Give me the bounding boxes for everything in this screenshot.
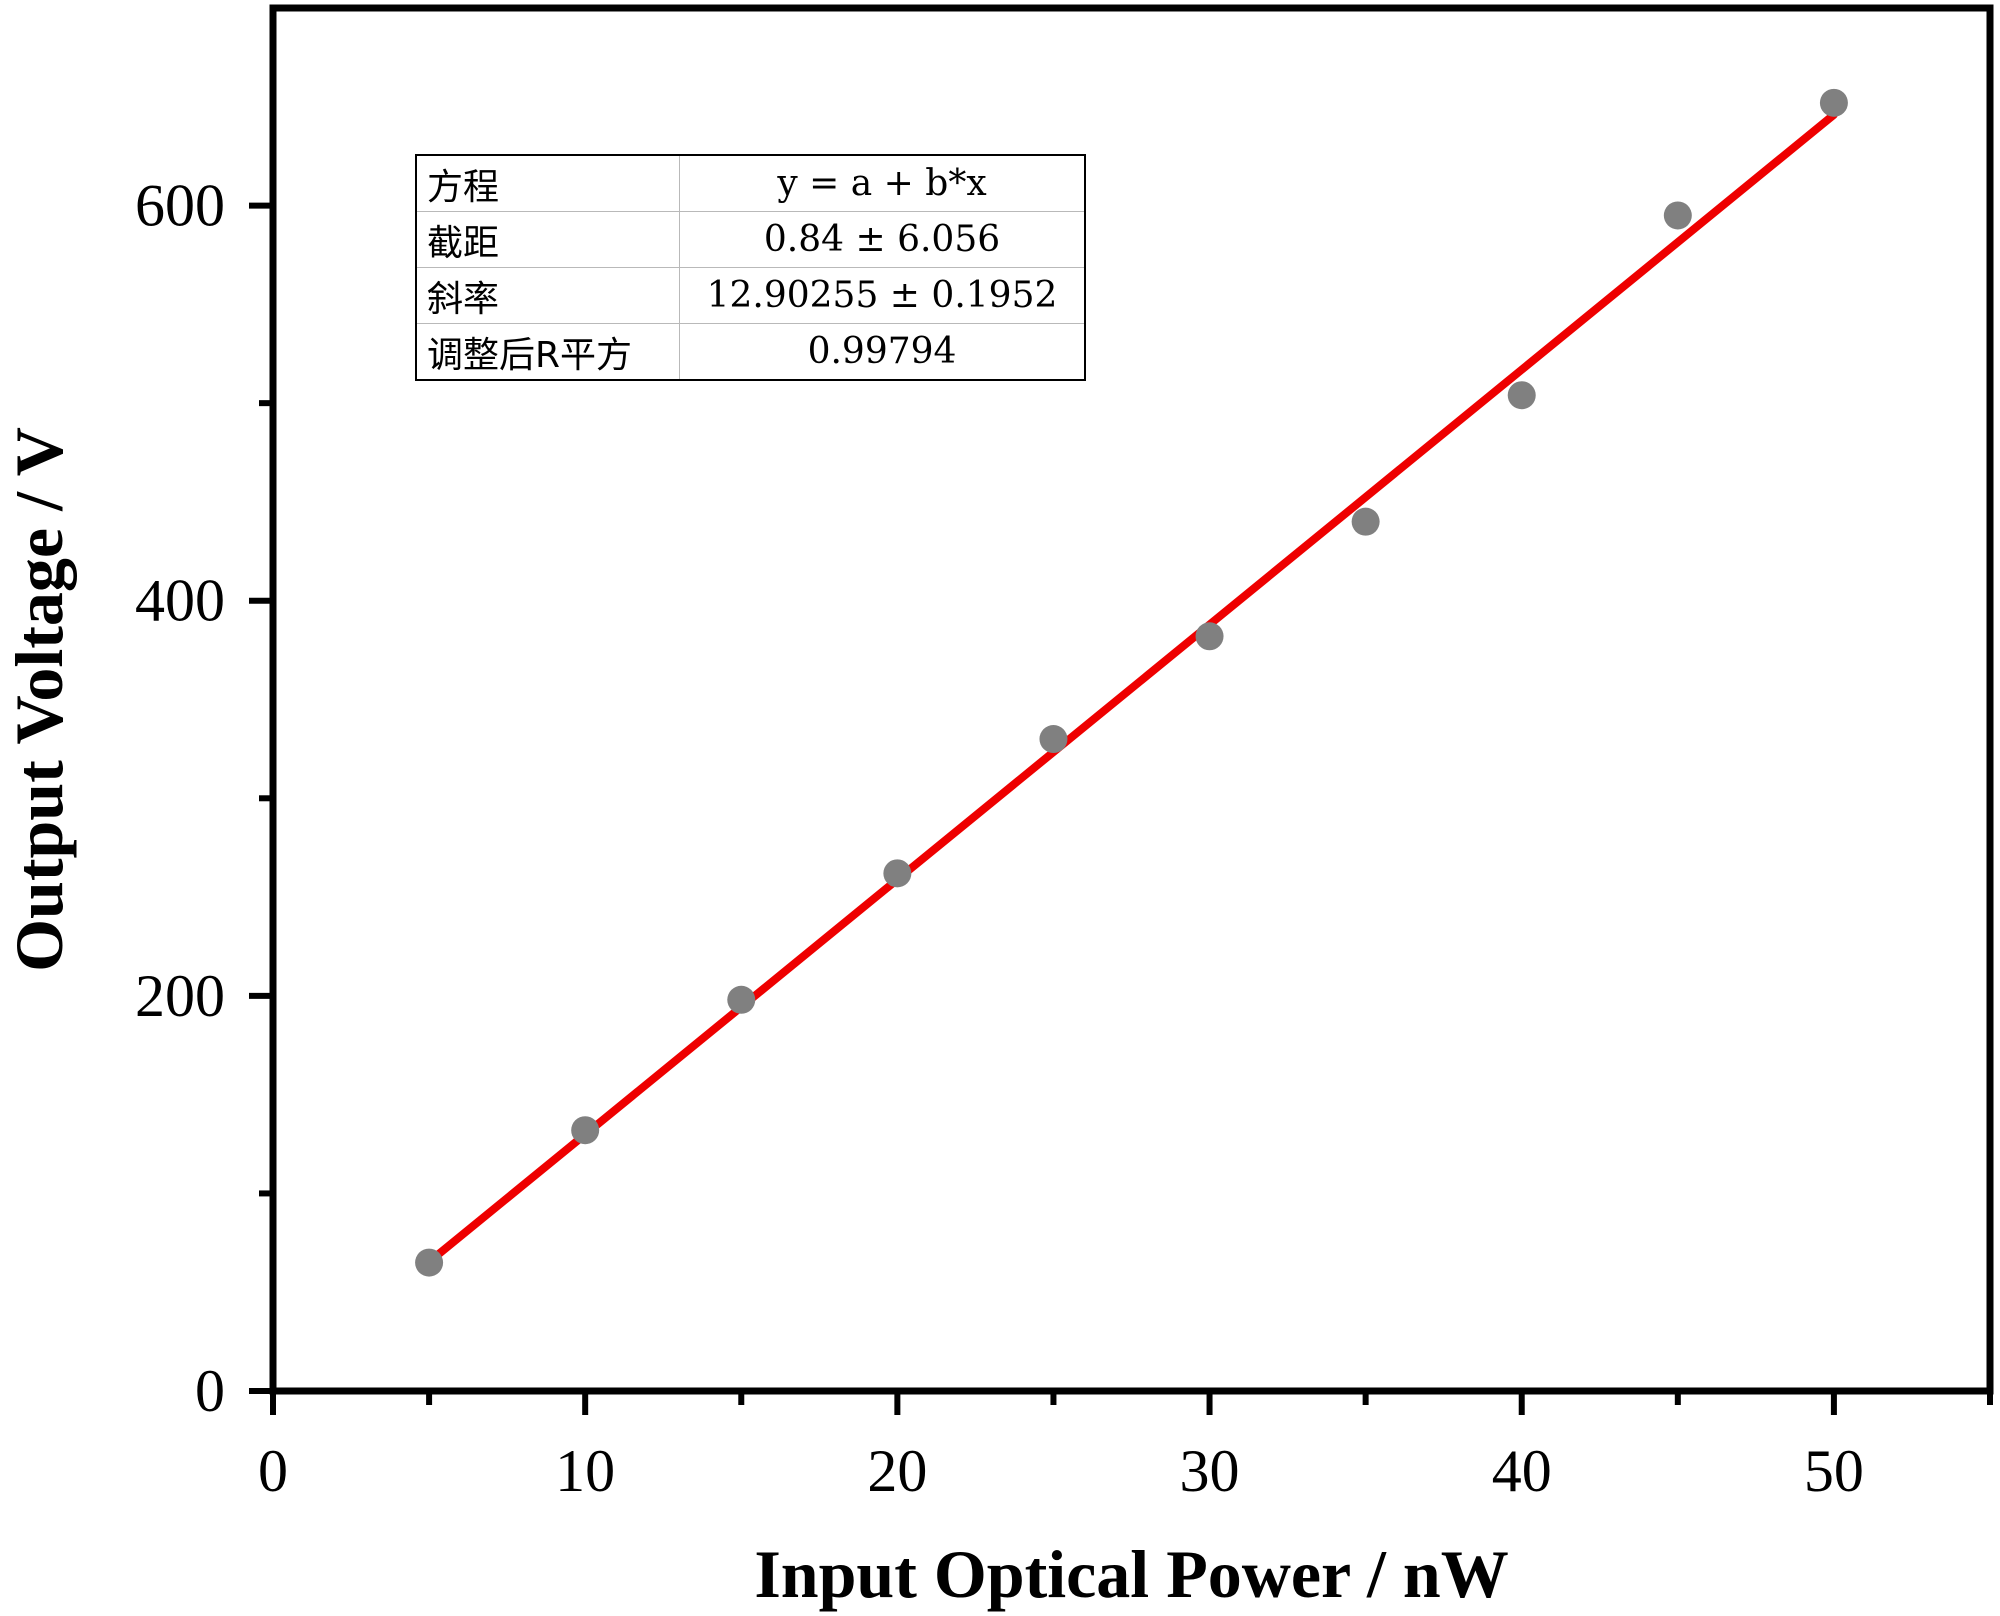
y-axis-title: Output Voltage / V [1, 427, 77, 972]
y-tick-label: 0 [195, 1358, 225, 1424]
row-value-adj-r-squared: 0.99794 [679, 323, 1086, 381]
row-label-slope: 斜率 [415, 267, 680, 324]
x-tick-label: 30 [1180, 1438, 1240, 1504]
x-tick-label: 40 [1492, 1438, 1552, 1504]
data-point [1819, 88, 1848, 117]
x-tick-label: 0 [258, 1438, 288, 1504]
table-row: 截距 0.84 ± 6.056 [415, 211, 1086, 268]
x-tick-label: 10 [555, 1438, 615, 1504]
table-row: 方程 y = a + b*x [415, 154, 1086, 212]
table-row: 斜率 12.90255 ± 0.1952 [415, 267, 1086, 324]
x-axis-title: Input Optical Power / nW [754, 1536, 1508, 1612]
fit-line [425, 110, 1838, 1266]
row-label-equation: 方程 [415, 154, 680, 212]
data-point [415, 1248, 444, 1277]
row-value-intercept: 0.84 ± 6.056 [679, 211, 1086, 268]
x-tick-label: 20 [867, 1438, 927, 1504]
y-tick-label: 600 [135, 173, 225, 239]
row-value-slope: 12.90255 ± 0.1952 [679, 267, 1086, 324]
x-tick-label: 50 [1804, 1438, 1864, 1504]
data-point [1663, 201, 1692, 230]
y-tick-label: 400 [135, 568, 225, 634]
row-value-equation: y = a + b*x [679, 154, 1086, 212]
plot-frame [269, 4, 1994, 1395]
y-tick-label: 200 [135, 963, 225, 1029]
data-point [883, 859, 912, 888]
data-point [1039, 725, 1068, 754]
row-label-intercept: 截距 [415, 211, 680, 268]
data-points [415, 88, 1848, 1277]
y-axis-ticks: 0 200 400 600 [135, 173, 273, 1424]
table-row: 调整后R平方 0.99794 [415, 323, 1086, 381]
data-point [727, 985, 756, 1014]
row-label-adj-r-squared: 调整后R平方 [415, 323, 680, 381]
data-point [1195, 622, 1224, 651]
x-axis-ticks: 0 10 20 30 40 50 [258, 1391, 1993, 1504]
data-point [571, 1116, 600, 1145]
fit-results-table: 方程 y = a + b*x 截距 0.84 ± 6.056 斜率 12.902… [415, 154, 1086, 381]
fit-line-layer [425, 110, 1838, 1266]
data-point [1351, 507, 1380, 536]
data-point [1507, 381, 1536, 410]
